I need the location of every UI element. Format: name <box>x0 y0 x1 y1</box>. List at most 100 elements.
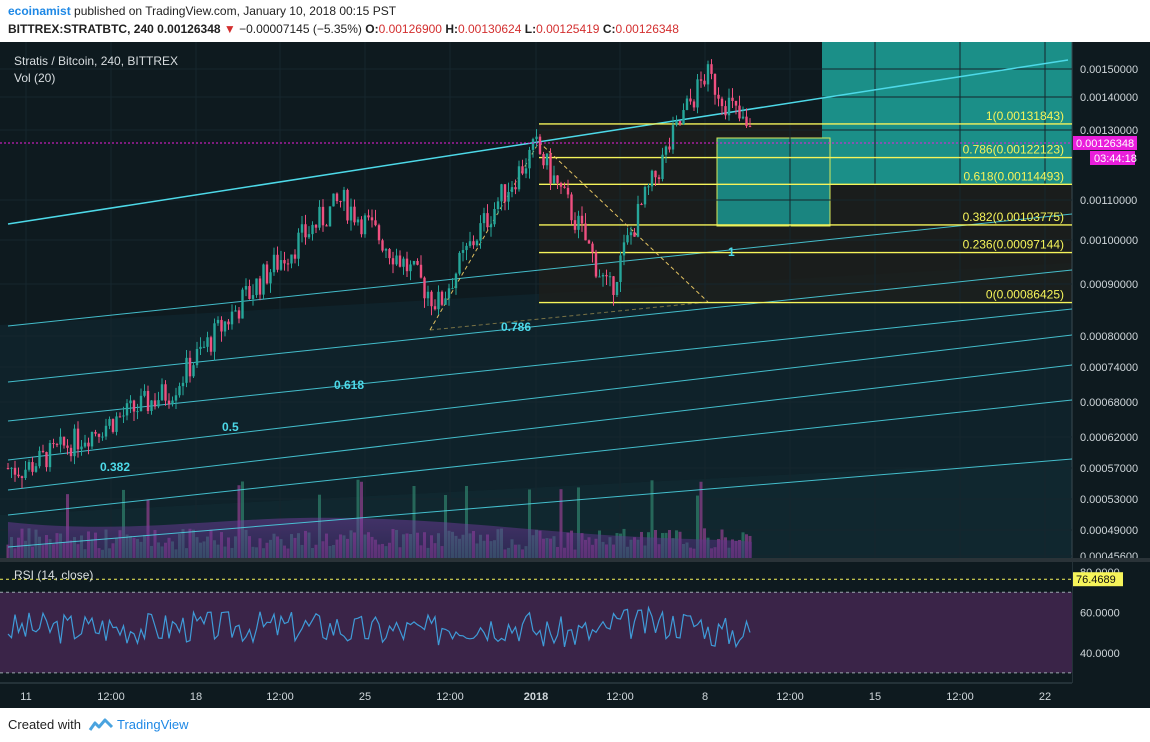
candle-body <box>409 264 412 272</box>
price-tick-label: 0.00053000 <box>1080 494 1138 506</box>
price-axis[interactable] <box>1072 42 1150 558</box>
fan-label: 1 <box>728 245 735 259</box>
candle-body <box>262 264 265 295</box>
candle-body <box>279 260 283 270</box>
candle-body <box>283 260 286 264</box>
candle-body <box>48 443 52 468</box>
candle-body <box>94 431 97 434</box>
candle-body <box>304 224 307 238</box>
candle-body <box>377 225 381 241</box>
candle-body <box>59 436 62 445</box>
candle-body <box>748 126 752 128</box>
candle-body <box>706 64 710 85</box>
candle-body <box>587 240 591 244</box>
price-tick-label: 0.00150000 <box>1080 64 1138 76</box>
time-tick-label: 22 <box>1039 691 1051 703</box>
candle-body <box>671 125 675 150</box>
candle-body <box>52 443 55 445</box>
last-price-tag <box>1073 136 1137 150</box>
candle-body <box>465 245 468 251</box>
tradingview-link[interactable]: TradingView <box>117 717 189 732</box>
fib-label: 0.236(0.00097144) <box>963 238 1064 252</box>
candle-body <box>73 428 76 457</box>
candle-body <box>83 442 87 447</box>
rsi-levels <box>0 578 1072 674</box>
price-tick-label: 0.00130000 <box>1080 125 1138 137</box>
symbol-line: BITTREX:STRATBTC, 240 0.00126348 ▼ −0.00… <box>8 22 679 36</box>
candle-body <box>314 224 318 228</box>
fib-label: 0.786(0.00122123) <box>963 143 1064 157</box>
price-tick-label: 0.00074000 <box>1080 362 1138 374</box>
candle-body <box>430 291 433 307</box>
volume-bars <box>6 479 752 558</box>
volume-bar <box>696 495 699 558</box>
channel-lines <box>7 59 1072 548</box>
candle-body <box>318 206 321 228</box>
candle-body <box>139 395 143 412</box>
candle-body <box>535 136 538 140</box>
candle-body <box>118 416 122 418</box>
price-tags: 0.00126348 03:44:18 <box>1073 136 1137 165</box>
last-price: 0.00126348 <box>157 22 221 36</box>
candle-body <box>216 319 220 324</box>
candle-body <box>76 428 80 450</box>
time-tick-label: 12:00 <box>776 691 804 703</box>
candle-body <box>419 264 423 278</box>
fib-levels: 1(0.00131843) 0.786(0.00122123) 0.618(0.00… <box>539 109 1072 304</box>
fan-label: 0.382 <box>100 460 130 474</box>
candle-body <box>153 400 157 407</box>
author-link[interactable]: ecoinamist <box>8 4 71 18</box>
candle-body <box>66 445 69 448</box>
tradingview-logo-icon[interactable] <box>88 718 114 735</box>
close-label: C: <box>602 22 616 36</box>
candle-body <box>220 319 223 332</box>
candle-body <box>643 186 647 205</box>
candle-body <box>342 189 346 202</box>
candle-body <box>293 254 297 259</box>
candle-body <box>626 235 629 243</box>
low-label: L: <box>524 22 537 36</box>
candle-body <box>521 166 524 174</box>
time-tick-label: 11 <box>20 691 31 703</box>
upper-trend-line <box>7 59 1069 225</box>
candle-body <box>710 64 713 74</box>
chart-area[interactable]: 1(0.00131843) 0.786(0.00122123) 0.618(0.00… <box>0 42 1150 708</box>
volume-bar <box>559 489 563 558</box>
last-price-tag-text: 0.00126348 <box>1076 138 1134 150</box>
candle-body <box>461 250 465 253</box>
candle-body <box>531 139 535 150</box>
candle-body <box>493 209 496 225</box>
candle-body <box>34 466 38 472</box>
candle-body <box>125 403 129 416</box>
candle-body <box>339 201 342 203</box>
candle-body <box>185 357 188 383</box>
time-tick-label: 12:00 <box>606 691 634 703</box>
candle-body <box>97 433 101 437</box>
candle-body <box>633 232 636 237</box>
chart-svg[interactable]: 1(0.00131843) 0.786(0.00122123) 0.618(0.00… <box>0 42 1150 708</box>
candle-body <box>703 80 706 85</box>
candle-body <box>451 288 454 290</box>
candle-body <box>696 79 699 108</box>
candle-body <box>80 446 83 450</box>
channel-line <box>7 213 1072 327</box>
candle-body <box>307 234 311 238</box>
candle-body <box>90 431 94 447</box>
open-label: O: <box>365 22 379 36</box>
candle-body <box>129 400 132 404</box>
candle-body <box>486 213 489 228</box>
candle-body <box>209 337 213 352</box>
candle-body <box>241 289 244 319</box>
candle-body <box>402 258 405 267</box>
volume-bar <box>528 489 531 558</box>
time-axis[interactable] <box>0 683 1150 708</box>
candle-body <box>524 168 528 174</box>
channel-line <box>7 399 1072 516</box>
fib-label: 0.382(0.00103775) <box>963 210 1064 224</box>
rsi-title: RSI (14, close) <box>14 568 93 582</box>
candle-body <box>724 106 727 116</box>
candle-body <box>45 452 48 468</box>
candle-body <box>192 365 195 377</box>
candle-body <box>290 254 293 264</box>
candle-body <box>17 474 20 477</box>
